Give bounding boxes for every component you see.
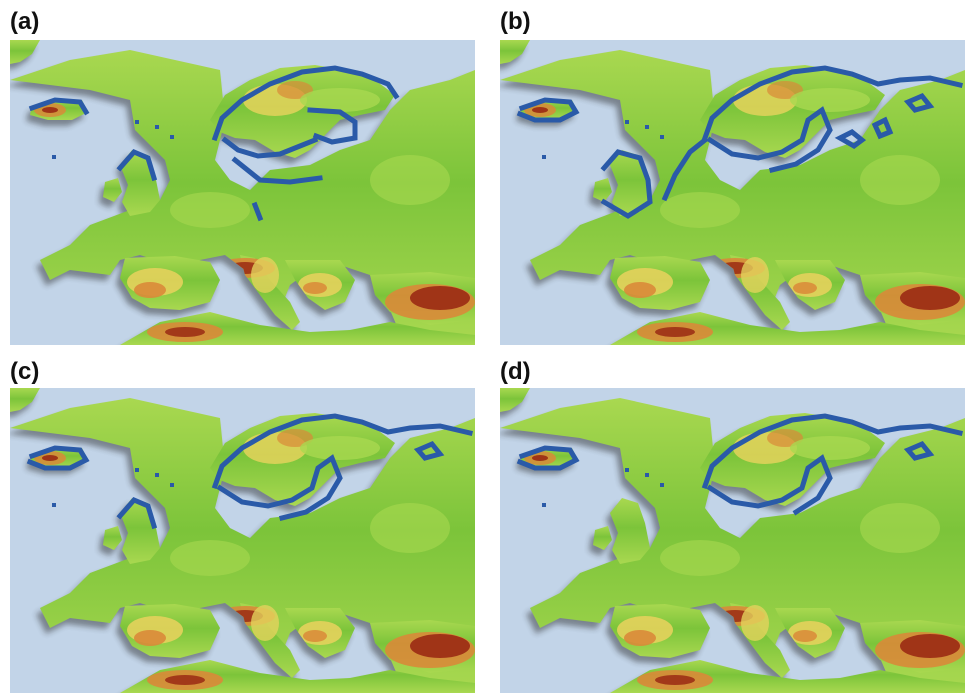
landmass-ireland <box>103 178 122 202</box>
elevation-relief <box>34 429 475 690</box>
panel-label-b: (b) <box>500 8 531 35</box>
highlighted-coastline <box>28 65 400 222</box>
island-marker <box>155 473 159 477</box>
map-svg-d <box>500 388 965 693</box>
map-svg-b <box>500 40 965 345</box>
map-svg-c <box>10 388 475 693</box>
landmass-britain <box>610 150 650 216</box>
landmass-ireland <box>103 526 122 550</box>
map-panel-d <box>500 388 965 693</box>
island-marker <box>625 468 629 472</box>
island-marker <box>645 473 649 477</box>
landmass-europe <box>10 50 475 345</box>
island-marker <box>135 468 139 472</box>
highlighted-coastline <box>26 413 474 530</box>
highlighted-coastline <box>516 413 964 516</box>
island-marker <box>542 155 546 159</box>
landmass-corner <box>500 388 530 412</box>
island-marker <box>660 135 664 139</box>
island-marker <box>625 120 629 124</box>
map-panel-b <box>500 40 965 345</box>
highlighted-coastline <box>516 65 964 219</box>
island-marker <box>155 125 159 129</box>
landmass-europe <box>10 398 475 693</box>
panel-label-a: (a) <box>10 8 40 35</box>
landmass-ireland <box>593 178 612 202</box>
landmass-corner <box>500 40 530 64</box>
island-marker <box>542 503 546 507</box>
landmass-europe <box>500 50 965 345</box>
landmass-corner <box>10 40 40 64</box>
island-marker <box>645 125 649 129</box>
panel-label-c: (c) <box>10 358 40 385</box>
landmass-britain <box>610 498 650 564</box>
island-marker <box>170 135 174 139</box>
panel-label-d: (d) <box>500 358 531 385</box>
island-marker <box>135 120 139 124</box>
landmass-corner <box>10 388 40 412</box>
landmass-europe <box>500 398 965 693</box>
landmass-ireland <box>593 526 612 550</box>
map-panel-c <box>10 388 475 693</box>
island-marker <box>52 155 56 159</box>
island-marker <box>170 483 174 487</box>
map-svg-a <box>10 40 475 345</box>
map-panel-a <box>10 40 475 345</box>
island-marker <box>52 503 56 507</box>
island-marker <box>660 483 664 487</box>
